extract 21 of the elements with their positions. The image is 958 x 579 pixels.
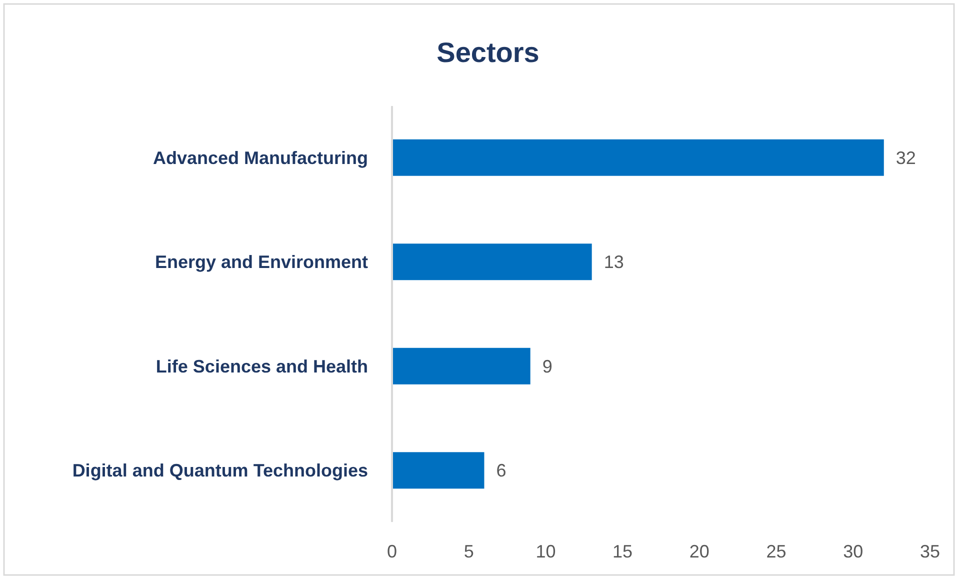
bar (392, 348, 530, 384)
data-label: 9 (542, 356, 552, 376)
x-tick-label: 0 (386, 541, 398, 562)
chart-title: Sectors (436, 36, 540, 68)
bar (392, 244, 592, 280)
y-tick-label: Energy and Environment (154, 252, 368, 272)
x-tick-label: 5 (464, 541, 474, 562)
y-tick-label: Life Sciences and Health (156, 356, 368, 376)
x-tick-label: 30 (843, 541, 864, 562)
data-label: 6 (496, 460, 506, 481)
bar (392, 452, 484, 489)
bar (392, 139, 884, 176)
x-tick-label: 25 (766, 541, 786, 562)
data-label: 32 (896, 148, 916, 168)
y-tick-label: Advanced Manufacturing (152, 148, 368, 168)
x-tick-label: 35 (920, 541, 940, 562)
y-tick-label: Digital and Quantum Technologies (72, 460, 368, 481)
x-tick-label: 20 (689, 541, 710, 562)
x-tick-label: 15 (612, 541, 633, 562)
x-tick-label: 10 (536, 541, 556, 562)
data-label: 13 (604, 252, 624, 272)
